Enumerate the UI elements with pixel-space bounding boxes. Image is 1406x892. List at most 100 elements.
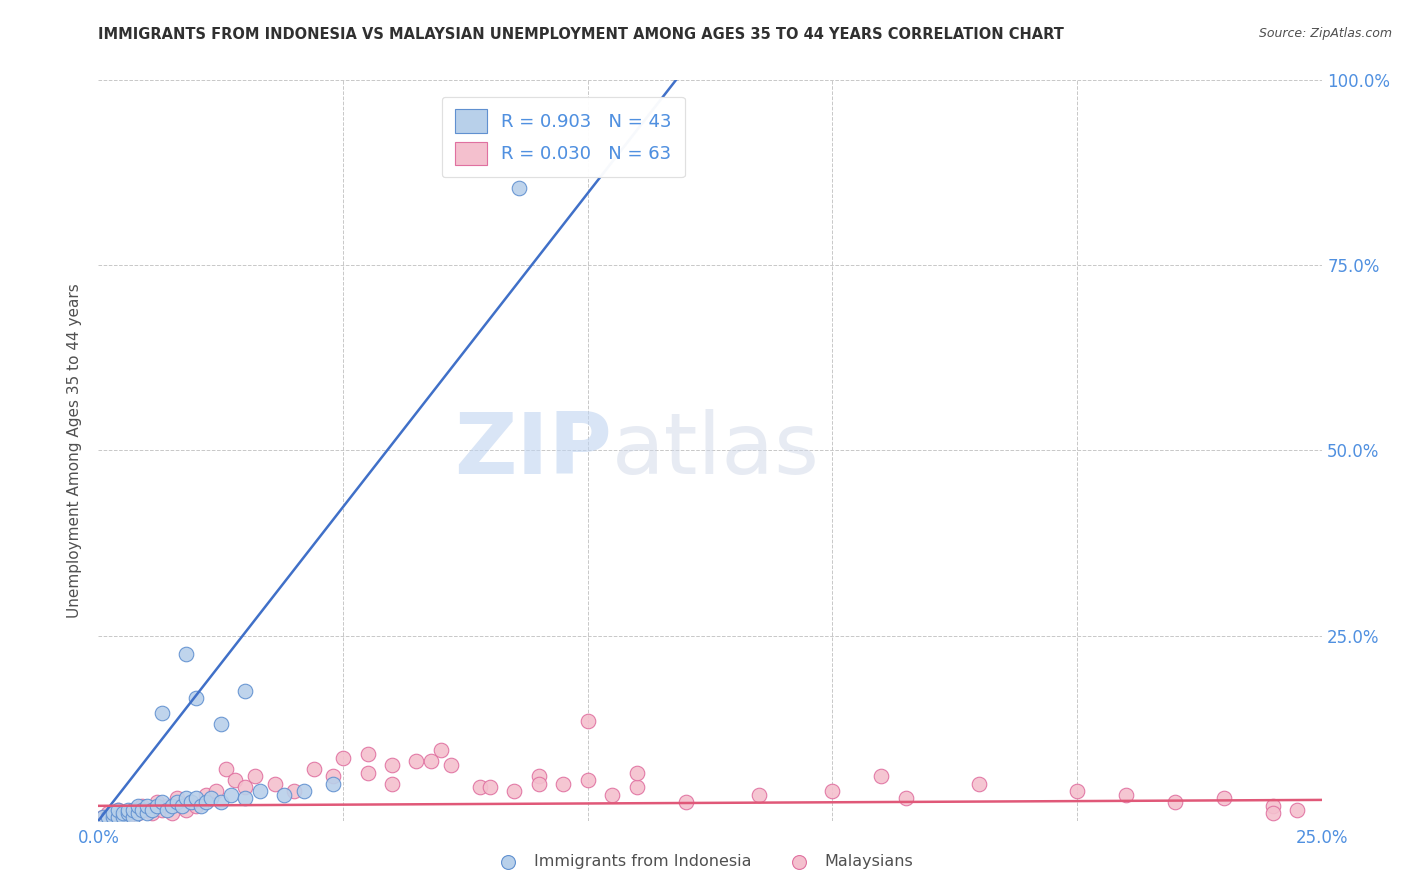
Legend: R = 0.903   N = 43, R = 0.030   N = 63: R = 0.903 N = 43, R = 0.030 N = 63 [441,96,685,178]
Point [1261,806,1284,821]
Point [97,810,120,824]
Point [186,791,208,805]
Point [1066,784,1088,798]
Point [107,810,129,824]
Point [209,795,232,809]
Point [600,788,623,802]
Point [121,803,143,817]
Point [209,717,232,731]
Point [190,798,212,813]
Point [1115,788,1137,802]
Point [136,798,159,813]
Point [117,803,139,817]
Point [97,806,120,821]
Point [508,180,530,194]
Point [180,795,202,809]
Point [243,769,266,783]
Point [322,769,344,783]
Point [176,803,198,817]
Point [576,772,599,787]
Point [626,780,648,795]
Point [101,810,124,824]
Point [195,788,218,802]
Point [405,755,427,769]
Point [160,798,183,813]
Point [156,798,179,813]
Point [160,806,183,821]
Point [478,780,501,795]
Point [356,765,378,780]
Point [107,803,129,817]
Point [186,691,208,706]
Point [91,810,114,824]
Point [675,795,697,809]
Point [233,791,256,805]
Point [156,803,179,817]
Point [381,758,404,772]
Point [136,803,159,817]
Point [821,784,844,798]
Point [136,806,159,821]
Point [273,788,295,802]
Point [967,776,990,791]
Point [249,784,271,798]
Point [131,803,153,817]
Point [224,772,246,787]
Text: IMMIGRANTS FROM INDONESIA VS MALAYSIAN UNEMPLOYMENT AMONG AGES 35 TO 44 YEARS CO: IMMIGRANTS FROM INDONESIA VS MALAYSIAN U… [98,27,1064,42]
Text: ZIP: ZIP [454,409,612,492]
Point [121,803,143,817]
Point [150,706,173,721]
Point [180,795,202,809]
Point [1286,803,1309,817]
Point [111,810,134,824]
Point [430,743,453,757]
Point [117,810,139,824]
Point [91,810,114,824]
Point [101,806,124,821]
Point [302,762,325,776]
Point [166,791,188,805]
Point [200,791,222,805]
Point [1261,798,1284,813]
Point [117,806,139,821]
Text: atlas: atlas [612,409,820,492]
Point [626,765,648,780]
Point [263,776,285,791]
Point [233,684,256,698]
Point [195,795,218,809]
Point [176,791,198,805]
Point [503,784,526,798]
Point [1164,795,1187,809]
Point [166,795,188,809]
Point [111,806,134,821]
Point [870,769,893,783]
Point [1212,791,1234,805]
Point [420,755,443,769]
Point [527,776,550,791]
Point [127,806,149,821]
Legend: Immigrants from Indonesia, Malaysians: Immigrants from Indonesia, Malaysians [486,847,920,875]
Point [576,714,599,728]
Point [170,798,193,813]
Point [894,791,917,805]
Point [205,784,228,798]
Point [186,798,208,813]
Point [150,795,173,809]
Point [146,798,169,813]
Point [127,806,149,821]
Point [111,806,134,821]
Point [356,747,378,761]
Point [141,806,163,821]
Point [219,788,242,802]
Text: Source: ZipAtlas.com: Source: ZipAtlas.com [1258,27,1392,40]
Point [131,798,153,813]
Point [440,758,463,772]
Point [170,798,193,813]
Point [233,780,256,795]
Point [283,784,305,798]
Point [107,803,129,817]
Point [468,780,491,795]
Point [553,776,575,791]
Point [381,776,404,791]
Point [101,810,124,824]
